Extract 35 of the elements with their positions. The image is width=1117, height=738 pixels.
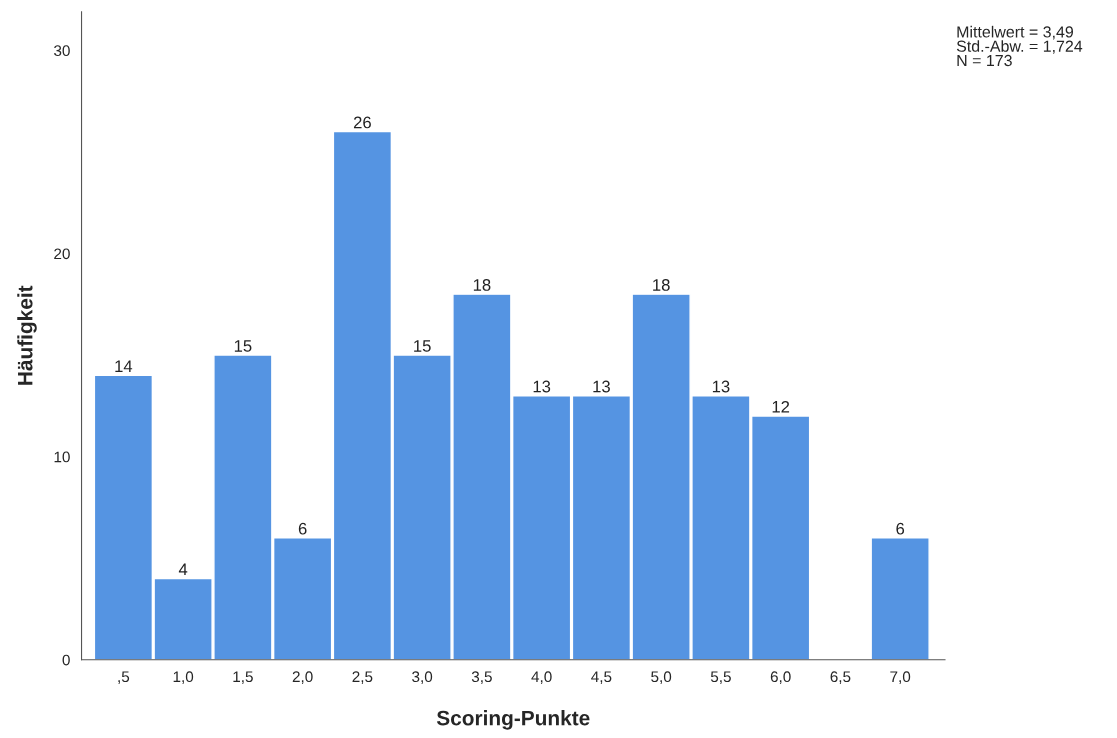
y-axis-title: Häufigkeit: [17, 285, 37, 385]
x-tick-label: 1,0: [173, 671, 194, 684]
x-tick-label: 7,0: [890, 671, 911, 684]
data-label: 13: [593, 380, 610, 393]
x-tick-label: 1,5: [233, 671, 253, 684]
bar: [870, 537, 930, 660]
x-tick-label: 5,0: [651, 671, 672, 684]
x-tick-label: 4,5: [591, 671, 612, 684]
x-axis-title: Scoring-Punkte: [436, 710, 590, 730]
x-tick-label: 3,0: [412, 671, 433, 684]
data-label: 13: [533, 380, 551, 393]
data-label: 4: [178, 563, 188, 576]
data-label: 14: [115, 360, 133, 372]
x-tick-label: 2,5: [352, 671, 373, 684]
x-tick-label: 5,5: [710, 671, 731, 684]
data-label: 6: [896, 522, 905, 535]
y-tick-label: 10: [54, 451, 70, 463]
data-label: 18: [473, 279, 491, 291]
y-tick-label: 0: [62, 654, 70, 666]
y-tick-label: 20: [54, 248, 70, 260]
x-tick-label: 4,0: [531, 671, 552, 684]
x-tick-label: ,5: [118, 671, 130, 684]
y-tick-label: 30: [54, 45, 70, 57]
text: Mittelwert = 3,49 Std.-Abw. = 1,724 N = 173: [956, 25, 1083, 67]
data-label: 6: [298, 522, 307, 535]
x-tick-label: 2,0: [292, 671, 313, 684]
data-label: 12: [772, 400, 790, 413]
data-label: 18: [653, 279, 670, 291]
data-label: 13: [712, 380, 730, 393]
x-tick-label: 6,5: [830, 671, 851, 684]
data-label: 26: [353, 116, 371, 129]
x-tick-label: 3,5: [471, 671, 492, 684]
data-label: 15: [234, 340, 252, 352]
data-label: 15: [414, 340, 431, 352]
x-tick-label: 6,0: [770, 671, 791, 684]
